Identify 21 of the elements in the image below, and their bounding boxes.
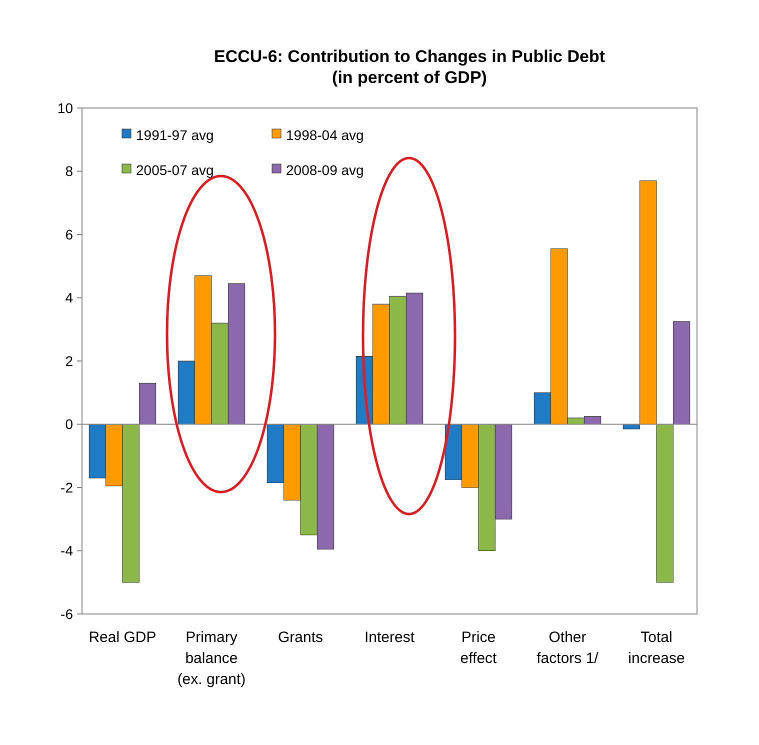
legend-label: 1991-97 avg: [136, 126, 214, 143]
legend-label: 2008-09 avg: [286, 162, 364, 178]
x-tick-label: Primary balance (ex. grant): [177, 629, 246, 688]
x-tick-label: Other factors 1/: [536, 629, 600, 667]
y-tick-label: 4: [65, 290, 74, 306]
x-tick-label: Grants: [278, 629, 324, 646]
x-tick-label: Real GDP: [88, 629, 156, 646]
y-tick-label: -4: [60, 542, 74, 559]
y-tick-label: 2: [65, 352, 74, 369]
legend-label: 1998-04 avg: [286, 126, 364, 143]
x-tick-label: Total increase: [628, 629, 685, 667]
y-tick-label: 8: [65, 163, 74, 180]
x-tick-label: Interest: [364, 629, 416, 646]
legend-label: 2005-07 avg: [136, 162, 214, 178]
y-tick-label: 10: [57, 100, 74, 116]
y-tick-label: 6: [65, 226, 74, 242]
y-tick-label: -2: [60, 479, 74, 496]
y-tick-label: 0: [65, 416, 74, 432]
x-tick-label: Price effect: [460, 629, 498, 667]
chart-title: ECCU-6: Contribution to Changes in Public Debt (in percent of GDP): [214, 47, 606, 87]
y-tick-label: -6: [60, 606, 74, 622]
